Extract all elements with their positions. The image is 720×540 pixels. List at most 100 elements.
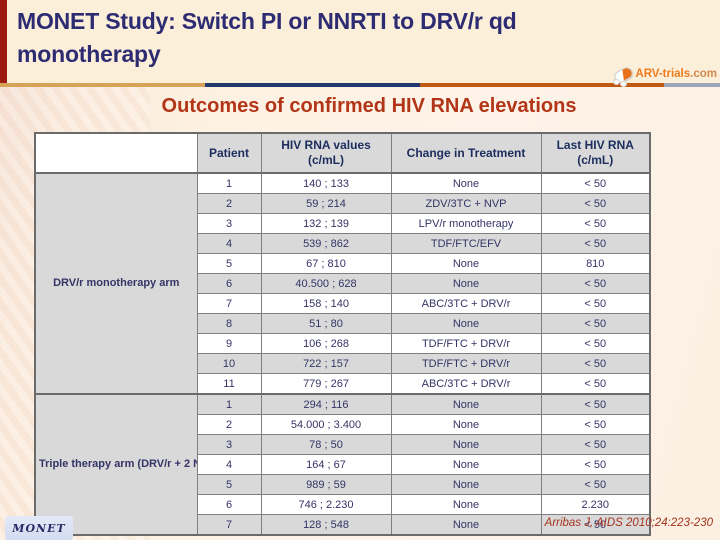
cell-last: < 50 [540, 273, 651, 294]
cell-rna: 722 ; 157 [260, 353, 392, 374]
citation: Arribas J, AIDS 2010;24:223-230 [544, 517, 713, 529]
table-row: 9 106 ; 268 TDF/FTC + DRV/r < 50 [35, 333, 651, 354]
divider-segment-tan [0, 83, 205, 87]
cell-last: < 50 [540, 454, 651, 475]
arm-label: Triple therapy arm (DRV/r + 2 NRTIs) [34, 393, 198, 536]
table-row: 7 158 ; 140 ABC/3TC + DRV/r < 50 [35, 293, 651, 314]
cell-rna: 132 ; 139 [260, 213, 392, 234]
cell-rna: 158 ; 140 [260, 293, 392, 314]
cell-last: < 50 [540, 333, 651, 354]
arv-trials-logo: ARV-trials .com [612, 61, 717, 87]
cell-change: None [390, 414, 542, 435]
results-table: Patient HIV RNA values (c/mL) Change in … [34, 132, 651, 536]
cell-rna: 40.500 ; 628 [260, 273, 392, 294]
table-row: 2 59 ; 214 ZDV/3TC + NVP < 50 [35, 193, 651, 214]
cell-patient: 6 [196, 273, 262, 294]
cell-rna: 51 ; 80 [260, 313, 392, 334]
monet-logo: MONET [5, 516, 73, 540]
table-row: 6 746 ; 2.230 None 2.230 [35, 494, 651, 515]
cell-change: ABC/3TC + DRV/r [390, 373, 542, 395]
table-row: 4 164 ; 67 None < 50 [35, 454, 651, 475]
cell-rna: 140 ; 133 [260, 172, 392, 194]
cell-last: < 50 [540, 414, 651, 435]
cell-rna: 746 ; 2.230 [260, 494, 392, 515]
column-header-rna-values: HIV RNA values (c/mL) [260, 132, 392, 174]
cell-last: < 50 [540, 193, 651, 214]
table-row: 6 40.500 ; 628 None < 50 [35, 273, 651, 294]
cell-change: None [390, 494, 542, 515]
table-row: 11 779 ; 267 ABC/3TC + DRV/r < 50 [35, 373, 651, 395]
title-divider [0, 83, 720, 87]
table-row: DRV/r monotherapy arm 1 140 ; 133 None < 50 [34, 172, 651, 395]
cell-change: ABC/3TC + DRV/r [390, 293, 542, 314]
cell-patient: 5 [196, 253, 262, 274]
cell-last: < 50 [540, 474, 651, 495]
divider-segment-navy [205, 83, 420, 87]
table-row: 5 989 ; 59 None < 50 [35, 474, 651, 495]
column-header-change: Change in Treatment [390, 132, 542, 174]
results-table-body: DRV/r monotherapy arm 1 140 ; 133 None < 50 2… [34, 172, 651, 536]
cell-patient: 1 [196, 172, 262, 194]
table-row: 4 539 ; 862 TDF/FTC/EFV < 50 [35, 233, 651, 254]
cell-patient: 7 [196, 293, 262, 314]
arm-label: DRV/r monotherapy arm [34, 172, 198, 395]
cell-last: < 50 [540, 434, 651, 455]
cell-rna: 989 ; 59 [260, 474, 392, 495]
cell-patient: 11 [196, 373, 262, 395]
cell-last: 2.230 [540, 494, 651, 515]
cell-last: < 50 [540, 353, 651, 374]
cell-last: < 50 [540, 172, 651, 194]
cell-patient: 7 [196, 514, 262, 536]
cell-patient: 4 [196, 233, 262, 254]
cell-change: TDF/FTC/EFV [390, 233, 542, 254]
cell-last: < 50 [540, 233, 651, 254]
cell-change: None [390, 273, 542, 294]
table-header-row: Patient HIV RNA values (c/mL) Change in … [34, 132, 651, 174]
column-header-patient: Patient [196, 132, 262, 174]
table-row: Triple therapy arm (DRV/r + 2 NRTIs)1294… [34, 393, 651, 536]
table-row: 3 78 ; 50 None < 50 [35, 434, 651, 455]
cell-last: < 50 [540, 373, 651, 395]
divider-segment-slate [664, 83, 720, 87]
cell-rna: 78 ; 50 [260, 434, 392, 455]
corner-cell [34, 132, 198, 174]
cell-change: None [390, 313, 542, 334]
table-row: 10 722 ; 157 TDF/FTC + DRV/r < 50 [35, 353, 651, 374]
cell-patient: 3 [196, 434, 262, 455]
cell-rna: 67 ; 810 [260, 253, 392, 274]
cell-rna: 106 ; 268 [260, 333, 392, 354]
cell-change: None [390, 474, 542, 495]
cell-patient: 9 [196, 333, 262, 354]
cell-patient: 3 [196, 213, 262, 234]
table-row: 2 54.000 ; 3.400 None < 50 [35, 414, 651, 435]
page-title: MONET Study: Switch PI or NNRTI to DRV/r… [17, 8, 517, 68]
cell-change: None [390, 514, 542, 536]
cell-change: TDF/FTC + DRV/r [390, 353, 542, 374]
cell-last: < 50 [540, 213, 651, 234]
divider-segment-orange [420, 83, 664, 87]
arv-logo-suffix: .com [690, 68, 717, 80]
cell-patient: 2 [196, 414, 262, 435]
cell-change: None [390, 434, 542, 455]
arv-logo-brand: ARV-trials [635, 68, 691, 80]
table-row: 7 128 ; 548 None < 50 [35, 514, 651, 536]
cell-last: < 50 [540, 293, 651, 314]
cell-rna: 779 ; 267 [260, 373, 392, 395]
table-row: 5 67 ; 810 None 810 [35, 253, 651, 274]
table-row: 3 132 ; 139 LPV/r monotherapy < 50 [35, 213, 651, 234]
cell-rna: 539 ; 862 [260, 233, 392, 254]
cell-change: None [390, 454, 542, 475]
cell-rna: 294 ; 116 [260, 393, 392, 415]
cell-last: 810 [540, 253, 651, 274]
cell-change: ZDV/3TC + NVP [390, 193, 542, 214]
cell-patient: 4 [196, 454, 262, 475]
column-header-last-rna: Last HIV RNA (c/mL) [540, 132, 651, 174]
cell-rna: 59 ; 214 [260, 193, 392, 214]
cell-last: < 50 [540, 393, 651, 415]
cell-last: < 50 [540, 514, 651, 536]
cell-patient: 10 [196, 353, 262, 374]
title-band [0, 0, 720, 83]
cell-rna: 128 ; 548 [260, 514, 392, 536]
cell-patient: 8 [196, 313, 262, 334]
